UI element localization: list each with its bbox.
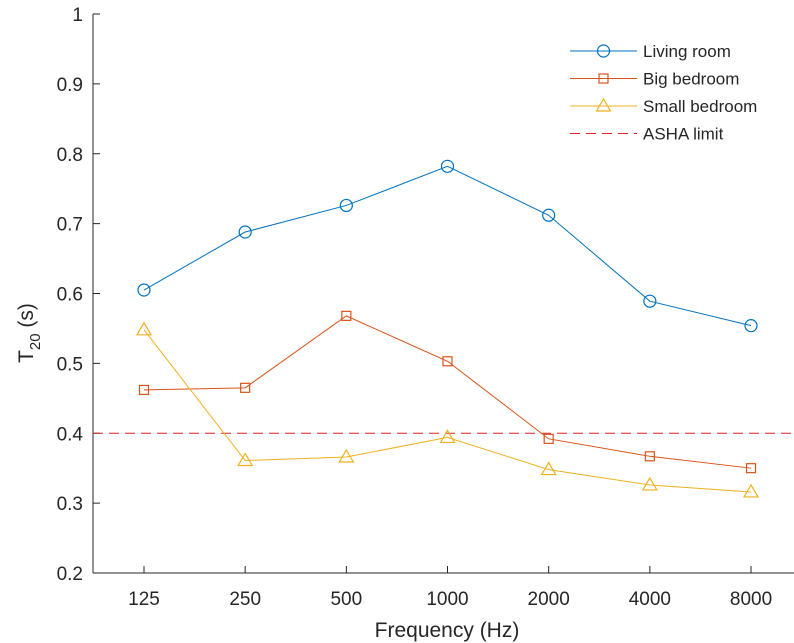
x-tick-label: 125 [128,589,160,610]
data-point-small-bedroom [338,448,355,463]
legend-marker-living-room [596,44,611,58]
series-big-bedroom [138,310,757,474]
y-tick-label: 0.8 [57,145,83,166]
y-axis-label-unit: (s) [15,303,38,333]
x-tick-label: 2000 [528,589,570,610]
data-point-big-bedroom [442,356,453,367]
series-line-big-bedroom [143,315,752,469]
data-point-living-room [339,198,353,213]
legend-label-asha-limit: ASHA limit [643,125,724,144]
y-tick-label: 0.4 [57,424,84,445]
data-point-small-bedroom [641,476,658,491]
y-axis-label-subscript: 20 [27,333,44,350]
legend-label-small-bedroom: Small bedroom [643,97,757,116]
y-tick-label: 0.6 [57,285,83,306]
data-point-big-bedroom [644,451,655,462]
x-tick-label: 8000 [730,589,772,610]
y-tick-label: 0.2 [57,564,83,585]
y-tick-label: 0.3 [57,494,83,515]
data-point-small-bedroom [439,429,456,444]
y-axis-label: T20 (s) [15,303,44,363]
series-living-room [137,159,758,333]
y-tick-label: 1 [72,5,83,26]
y-axis-label-main: T [15,350,38,363]
legend-marker-small-bedroom [595,97,612,112]
data-point-big-bedroom [543,433,554,444]
legend: Living room Big bedroom Small bedroom ASHA … [570,42,757,144]
axes: 0.2 0.3 0.4 0.5 0.6 0.7 0.8 0.9 1 125 250 500 1000 20… [57,5,794,610]
series-small-bedroom [135,321,760,498]
x-tick-label: 4000 [629,589,671,610]
x-tick-label: 500 [330,589,362,610]
data-point-living-room [542,208,556,222]
data-point-big-bedroom [745,463,757,474]
data-point-big-bedroom [341,310,352,321]
legend-marker-big-bedroom [598,73,609,84]
series-group [93,159,794,498]
data-point-small-bedroom [742,483,760,498]
series-line-small-bedroom [143,329,752,493]
data-point-big-bedroom [138,384,150,396]
y-tick-label: 0.5 [57,354,83,375]
data-point-big-bedroom [240,382,251,393]
x-axis-label: Frequency (Hz) [375,619,520,642]
data-point-small-bedroom [135,321,153,336]
data-point-living-room [744,319,758,333]
y-tick-label: 0.9 [57,75,83,96]
x-tick-label: 1000 [426,589,468,610]
data-point-living-room [137,283,151,297]
y-tick-label: 0.7 [57,215,83,236]
legend-label-big-bedroom: Big bedroom [643,70,739,89]
data-point-living-room [440,159,455,173]
data-point-living-room [238,225,252,239]
data-point-small-bedroom [540,461,557,476]
data-point-living-room [643,294,657,308]
series-line-living-room [143,165,752,327]
data-point-small-bedroom [237,452,254,467]
legend-label-living-room: Living room [643,42,731,61]
x-tick-label: 250 [229,589,261,610]
